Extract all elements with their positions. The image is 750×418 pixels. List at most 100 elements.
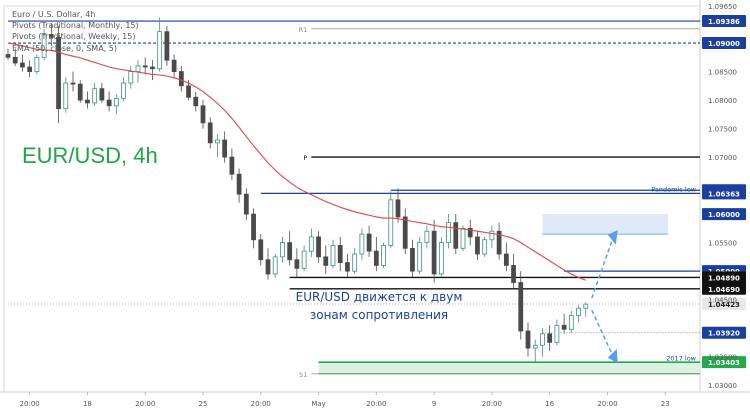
candle-body — [236, 173, 242, 195]
candle-body — [554, 324, 560, 343]
candlesticks — [5, 17, 589, 363]
candle-body — [222, 139, 228, 158]
candle-body — [12, 56, 18, 64]
candle-body — [337, 245, 343, 263]
price-tick-label: 1.09650 — [708, 3, 737, 11]
price-tick-label: 1.04500 — [708, 297, 737, 305]
price-tag-label: 1.06000 — [708, 211, 740, 219]
candle-body — [207, 122, 213, 144]
time-tick-label: 20:00 — [597, 400, 617, 408]
time-tick-label: 25 — [199, 400, 208, 408]
price-tag-label: 1.03920 — [708, 330, 740, 338]
candle-body — [525, 330, 531, 349]
candle-body — [402, 216, 408, 249]
arrow-down-head — [607, 348, 618, 364]
candle-body — [157, 31, 163, 70]
time-tick-label: 20:00 — [20, 400, 40, 408]
candle-body — [381, 245, 386, 266]
chart-headline: EUR/USD, 4h — [22, 143, 158, 168]
candle-body — [316, 236, 321, 258]
time-tick-label: 18 — [83, 400, 92, 408]
candle-body — [359, 233, 365, 255]
zone-blue — [542, 214, 668, 235]
candle-body — [27, 66, 33, 72]
candle-body — [99, 88, 105, 101]
price-tag — [702, 15, 746, 28]
candle-body — [518, 282, 524, 332]
candle-body — [294, 259, 300, 269]
gridlines — [0, 0, 750, 393]
candle-body — [20, 62, 25, 68]
candle-body — [113, 97, 119, 107]
legend-weekly-pivots: Pivots (Traditional, Weekly, 15) — [12, 32, 136, 42]
candle-body — [34, 56, 40, 72]
price-tag — [702, 187, 746, 200]
candle-body — [489, 230, 495, 241]
candle-body — [280, 242, 285, 258]
candle-body — [265, 259, 271, 275]
price-tick-label: 1.03500 — [708, 354, 737, 362]
price-tag — [702, 356, 746, 369]
candle-body — [345, 262, 350, 272]
price-tick-label: 1.03000 — [708, 382, 737, 390]
time-tick-label: 20:00 — [366, 400, 386, 408]
candle-body — [70, 82, 76, 85]
time-tick-label: May — [311, 400, 325, 408]
legend-symbol: Euro / U.S. Dollar, 4h — [12, 10, 96, 19]
price-tick-label: 1.07000 — [708, 154, 737, 162]
candle-body — [424, 230, 430, 244]
candle-body — [142, 65, 148, 68]
candle-body — [431, 230, 437, 275]
price-tag — [702, 37, 746, 50]
ema-line — [7, 42, 586, 281]
price-tick-label: 1.05500 — [708, 240, 737, 248]
price-tag-label: 1.06363 — [708, 190, 740, 198]
candle-body — [287, 242, 293, 261]
arrow-up-head — [607, 230, 618, 245]
price-axis[interactable]: 1.093861.090001.064181.063631.060001.050… — [702, 3, 746, 390]
pivot-label: R1 — [299, 26, 308, 34]
candle-body — [576, 307, 581, 316]
candle-body — [446, 222, 451, 244]
candle-body — [243, 193, 249, 215]
candle-body — [135, 65, 141, 72]
price-tag — [702, 271, 746, 284]
analysis-note: EUR/USD движется к двум зонам сопротивле… — [290, 288, 468, 324]
candle-body — [56, 36, 61, 110]
candle-body — [200, 105, 206, 124]
candle-body — [164, 31, 170, 61]
scenario-arrows — [591, 230, 618, 364]
candle-body — [453, 222, 459, 249]
candle-body — [92, 88, 98, 104]
level-tag: 2017 low — [666, 354, 696, 362]
candle-body — [366, 233, 372, 252]
arrow-down-line — [591, 309, 615, 359]
price-tag-label: 1.09000 — [708, 40, 740, 48]
time-tick-label: 16 — [545, 400, 554, 408]
candle-body — [388, 199, 394, 246]
candle-body — [417, 242, 423, 272]
candle-body — [128, 71, 134, 84]
price-tag-label: 1.03403 — [708, 359, 740, 367]
price-tag — [702, 208, 746, 221]
candle-body — [568, 315, 574, 330]
candle-body — [467, 227, 473, 238]
candle-body — [171, 59, 177, 72]
candle-body — [41, 34, 47, 58]
candle-body — [540, 333, 545, 346]
candle-body — [251, 213, 256, 241]
price-tag-label: 1.09386 — [708, 18, 740, 26]
time-tick-label: 9 — [432, 400, 436, 408]
candle-body — [48, 34, 54, 38]
candle-body — [308, 236, 314, 252]
candle-body — [186, 85, 191, 98]
price-tick-label: 1.08000 — [708, 97, 737, 105]
zone-green — [318, 362, 700, 374]
candle-body — [583, 303, 589, 309]
ema-path — [7, 42, 586, 281]
level-tag: Pandemic low — [651, 186, 696, 194]
candle-body — [215, 139, 220, 144]
candle-body — [503, 253, 509, 266]
time-axis[interactable]: 20:00 18 20:00 25 20:00 May 20:00 9 20:00 16 20:00… — [20, 392, 670, 408]
